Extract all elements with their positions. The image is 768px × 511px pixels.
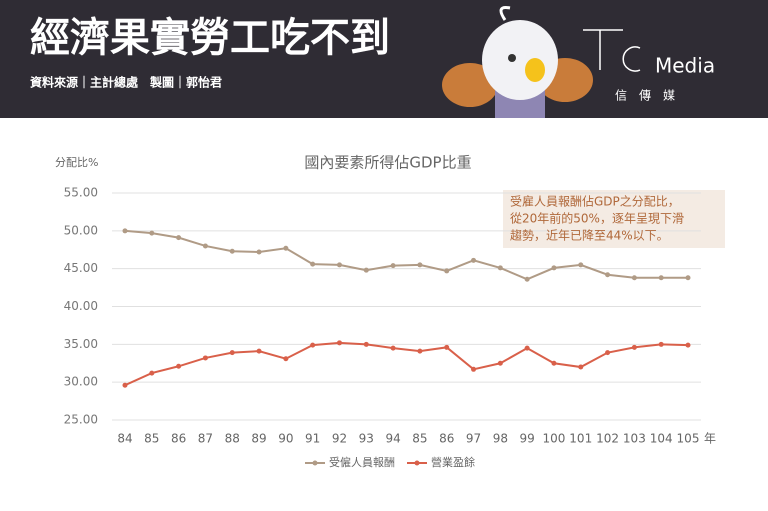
data-point xyxy=(497,265,503,271)
x-tick-label: 85 xyxy=(412,432,427,446)
data-point xyxy=(497,360,503,366)
x-tick-label: 97 xyxy=(466,432,481,446)
data-point xyxy=(524,345,530,351)
y-tick-label: 45.00 xyxy=(64,261,98,275)
logo-mark xyxy=(583,29,641,72)
x-tick-label: 88 xyxy=(225,432,240,446)
data-point xyxy=(444,344,450,350)
y-tick-label: 35.00 xyxy=(64,337,98,351)
annotation-text: 趨勢，近年已降至44%以下。 xyxy=(510,228,669,243)
data-point xyxy=(256,249,262,255)
x-tick-label: 92 xyxy=(332,432,347,446)
data-point xyxy=(310,261,316,267)
mascot xyxy=(442,6,593,118)
data-point xyxy=(363,267,369,273)
legend-label: 營業盈餘 xyxy=(431,455,475,469)
annotation-text: 從20年前的50%，逐年呈現下滑 xyxy=(510,211,684,226)
legend-label: 受僱人員報酬 xyxy=(329,455,395,469)
y-tick-label: 50.00 xyxy=(64,223,98,237)
data-point xyxy=(229,350,235,356)
annotation-box xyxy=(503,190,725,248)
x-tick-label: 89 xyxy=(251,432,266,446)
data-point xyxy=(202,243,208,249)
data-point xyxy=(363,341,369,347)
x-tick-label: 103 xyxy=(623,432,646,446)
x-tick-label: 102 xyxy=(596,432,619,446)
x-tick-label: 93 xyxy=(359,432,374,446)
data-point xyxy=(283,245,289,251)
data-point xyxy=(149,230,155,236)
data-point xyxy=(202,355,208,361)
data-point xyxy=(336,340,342,346)
annotation-text: 受雇人員報酬佔GDP之分配比， xyxy=(510,194,680,209)
x-tick-label: 87 xyxy=(198,432,213,446)
series-line xyxy=(124,229,688,281)
logo-text: Media xyxy=(655,54,715,78)
series-line xyxy=(124,341,689,387)
data-point xyxy=(390,345,396,351)
data-point xyxy=(444,268,450,274)
x-unit: 年 xyxy=(704,432,716,446)
y-axis-label: 分配比% xyxy=(55,156,98,169)
x-tick-label: 90 xyxy=(278,432,293,446)
data-point xyxy=(176,235,182,241)
x-tick-label: 91 xyxy=(305,432,320,446)
legend-dot xyxy=(414,460,420,466)
x-tick-label: 100 xyxy=(542,432,565,446)
data-point xyxy=(390,263,396,269)
y-tick-label: 40.00 xyxy=(64,299,98,313)
data-point xyxy=(122,228,128,234)
header-title: 經濟果實勞工吃不到 xyxy=(30,15,390,61)
logo-sub: 信 傳 媒 xyxy=(615,89,675,103)
header-band xyxy=(0,0,768,118)
data-point xyxy=(551,360,557,366)
x-tick-label: 84 xyxy=(117,432,132,446)
data-point xyxy=(578,262,584,268)
data-point xyxy=(149,370,155,376)
data-point xyxy=(283,356,289,362)
x-tick-label: 105 xyxy=(677,432,700,446)
x-tick-label: 104 xyxy=(650,432,673,446)
x-tick-label: 98 xyxy=(493,432,508,446)
x-tick-label: 101 xyxy=(569,432,592,446)
y-tick-label: 30.00 xyxy=(64,375,98,389)
data-point xyxy=(685,275,691,281)
data-point xyxy=(417,262,423,268)
header-source: 資料來源｜主計總處 製圖｜郭怡君 xyxy=(30,75,222,90)
data-point xyxy=(336,262,342,268)
x-tick-label: 86 xyxy=(439,432,454,446)
chart-title: 國內要素所得佔GDP比重 xyxy=(304,154,471,172)
data-point xyxy=(658,275,664,281)
data-point xyxy=(551,265,557,271)
data-point xyxy=(176,363,182,369)
data-point xyxy=(471,366,477,372)
data-point xyxy=(685,342,691,348)
data-point xyxy=(631,275,637,281)
data-point xyxy=(605,350,611,356)
data-point xyxy=(605,272,611,278)
x-tick-label: 85 xyxy=(144,432,159,446)
data-point xyxy=(471,257,477,263)
y-tick-label: 25.00 xyxy=(64,413,98,427)
data-point xyxy=(229,248,235,254)
x-tick-label: 94 xyxy=(385,432,400,446)
x-tick-label: 99 xyxy=(520,432,535,446)
data-point xyxy=(417,348,423,354)
data-point xyxy=(658,341,664,347)
y-tick-label: 55.00 xyxy=(64,186,98,200)
data-point xyxy=(256,348,262,354)
data-point xyxy=(524,276,530,282)
data-point xyxy=(578,364,584,370)
data-point xyxy=(122,382,128,388)
x-tick-label: 86 xyxy=(171,432,186,446)
data-point xyxy=(631,344,637,350)
data-point xyxy=(310,342,316,348)
legend-dot xyxy=(312,460,318,466)
